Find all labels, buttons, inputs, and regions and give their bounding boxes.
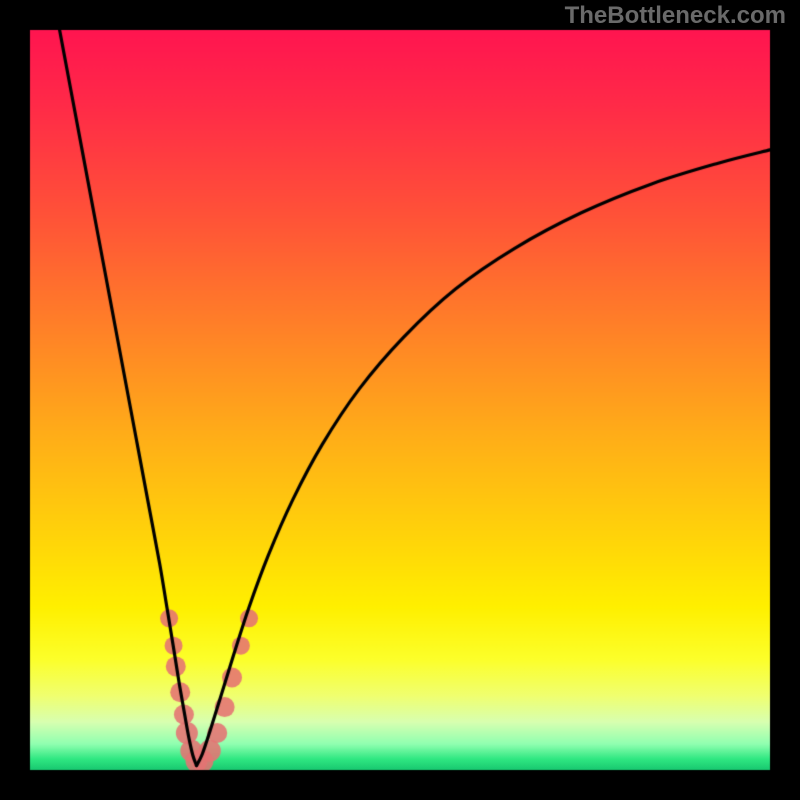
bottleneck-chart-canvas — [0, 0, 800, 800]
stage: TheBottleneck.com — [0, 0, 800, 800]
